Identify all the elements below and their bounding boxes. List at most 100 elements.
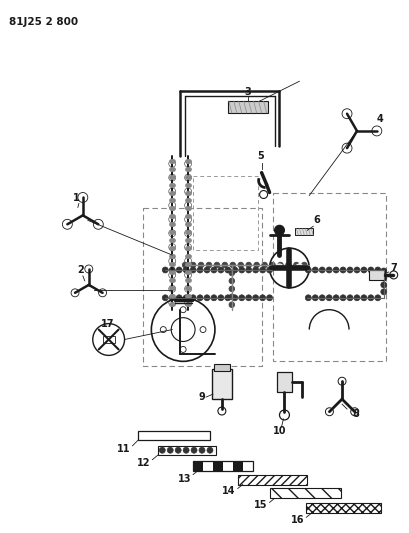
Circle shape	[368, 267, 374, 273]
Circle shape	[175, 447, 181, 453]
Circle shape	[326, 295, 332, 301]
Text: 15: 15	[254, 500, 267, 511]
Circle shape	[211, 267, 217, 273]
Circle shape	[333, 267, 339, 273]
Text: 2: 2	[77, 265, 83, 275]
Text: 81J25 2 800: 81J25 2 800	[9, 17, 79, 27]
Bar	[228, 101, 267, 113]
Circle shape	[354, 295, 360, 301]
Circle shape	[190, 267, 196, 273]
Circle shape	[191, 447, 197, 453]
Circle shape	[211, 295, 217, 301]
Circle shape	[246, 267, 252, 273]
Circle shape	[229, 286, 235, 292]
Bar	[158, 446, 216, 455]
Text: 17: 17	[101, 319, 114, 329]
Bar	[243, 461, 253, 471]
Text: 9: 9	[198, 392, 205, 402]
Circle shape	[340, 267, 346, 273]
Circle shape	[276, 264, 283, 272]
Circle shape	[270, 262, 275, 268]
Circle shape	[232, 295, 238, 301]
Circle shape	[347, 267, 353, 273]
Circle shape	[312, 295, 318, 301]
Text: 12: 12	[137, 458, 151, 467]
Circle shape	[312, 267, 318, 273]
Bar	[238, 474, 307, 484]
Bar	[214, 365, 230, 372]
Circle shape	[294, 262, 299, 268]
Circle shape	[305, 267, 311, 273]
Circle shape	[361, 295, 367, 301]
Bar	[103, 336, 115, 343]
Circle shape	[222, 262, 228, 268]
Circle shape	[260, 295, 265, 301]
Circle shape	[204, 267, 210, 273]
Circle shape	[246, 295, 252, 301]
Circle shape	[354, 267, 360, 273]
Circle shape	[326, 267, 332, 273]
Circle shape	[260, 267, 265, 273]
Circle shape	[381, 282, 387, 288]
Bar	[295, 228, 313, 235]
Text: 10: 10	[273, 426, 286, 436]
Circle shape	[262, 262, 267, 268]
Circle shape	[253, 295, 258, 301]
Circle shape	[230, 262, 236, 268]
Circle shape	[190, 262, 196, 268]
Circle shape	[361, 267, 367, 273]
Text: 11: 11	[117, 444, 130, 454]
Circle shape	[190, 295, 196, 301]
Circle shape	[278, 262, 283, 268]
Circle shape	[254, 262, 259, 268]
Circle shape	[340, 295, 346, 301]
Circle shape	[238, 262, 243, 268]
Circle shape	[162, 267, 168, 273]
Text: 6: 6	[313, 215, 320, 225]
Circle shape	[197, 267, 203, 273]
Circle shape	[229, 294, 235, 300]
Circle shape	[167, 447, 173, 453]
Circle shape	[381, 275, 387, 281]
Bar	[193, 461, 253, 471]
Circle shape	[207, 447, 213, 453]
Circle shape	[199, 447, 205, 453]
Circle shape	[229, 302, 235, 308]
Circle shape	[182, 262, 188, 268]
Circle shape	[347, 295, 353, 301]
Bar	[270, 488, 341, 498]
Circle shape	[198, 262, 204, 268]
Circle shape	[239, 267, 245, 273]
Bar	[233, 461, 243, 471]
Bar	[223, 461, 233, 471]
Circle shape	[218, 295, 224, 301]
Bar	[203, 461, 213, 471]
Circle shape	[368, 295, 374, 301]
Circle shape	[267, 267, 272, 273]
Text: 14: 14	[222, 487, 236, 496]
Circle shape	[183, 267, 189, 273]
Circle shape	[176, 267, 182, 273]
Circle shape	[229, 270, 235, 276]
Bar	[276, 372, 292, 392]
Circle shape	[176, 295, 182, 301]
Circle shape	[305, 295, 311, 301]
Circle shape	[246, 262, 252, 268]
Circle shape	[375, 267, 381, 273]
Circle shape	[232, 267, 238, 273]
Text: 16: 16	[291, 515, 304, 525]
Text: 4: 4	[377, 114, 384, 124]
Circle shape	[160, 447, 165, 453]
Circle shape	[204, 295, 210, 301]
Bar	[193, 461, 203, 471]
Circle shape	[285, 262, 291, 268]
Circle shape	[225, 267, 231, 273]
Circle shape	[183, 447, 189, 453]
Circle shape	[333, 295, 339, 301]
Circle shape	[253, 267, 258, 273]
Circle shape	[381, 289, 387, 295]
Bar	[213, 461, 223, 471]
Circle shape	[229, 278, 235, 284]
Text: 1: 1	[73, 193, 80, 204]
Circle shape	[285, 274, 293, 282]
